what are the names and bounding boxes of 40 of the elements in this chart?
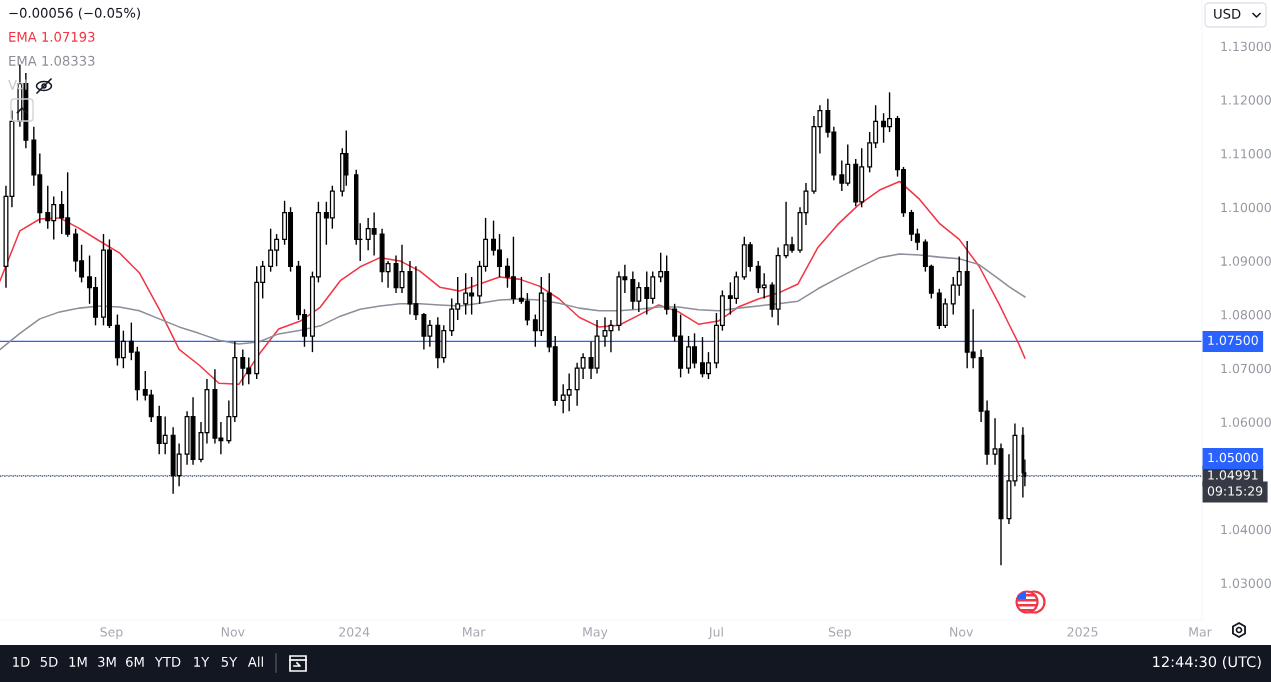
text: EMA 1.08333 <box>9 55 95 66</box>
y-tick-label: 1.10000 <box>1221 202 1271 213</box>
y-tick-label: 1.03000 <box>1221 578 1271 588</box>
x-tick-label: Nov <box>221 627 245 637</box>
text: 5D <box>40 657 58 667</box>
x-tick-label: 2024 <box>339 627 370 637</box>
y-tick-label: 1.04000 <box>1221 524 1271 535</box>
text: 09:15:29 <box>1207 486 1263 496</box>
x-tick-label: Sep <box>828 627 851 640</box>
text: 5Y <box>221 657 238 667</box>
line-series <box>0 253 1026 351</box>
y-tick-label: 1.07000 <box>1221 363 1271 374</box>
y-tick-label: 1.06000 <box>1221 417 1271 427</box>
annotation: −0.00056 (−0.05%) <box>9 7 140 20</box>
y-tick-label: 1.09000 <box>1221 256 1271 266</box>
x-tick-label: May <box>583 627 608 640</box>
ref-line-label: 1.04991 <box>1208 470 1258 480</box>
x-tick-label: Sep <box>100 627 123 640</box>
text: 3M <box>98 656 116 667</box>
text: 1D <box>13 657 30 667</box>
y-tick-label: 1.08000 <box>1221 310 1271 320</box>
text: USD <box>1214 8 1241 19</box>
text: All <box>247 656 263 667</box>
x-tick-label: Mar <box>463 627 486 637</box>
x-tick-label: Mar <box>1189 627 1212 637</box>
line-series <box>0 180 1026 386</box>
text: 1Y <box>194 657 210 667</box>
y-tick-label: 1.11000 <box>1221 149 1271 159</box>
y-tick-label: 1.12000 <box>1221 95 1271 105</box>
x-tick-label: Nov <box>950 627 974 637</box>
text: 12:44:30 (UTC) <box>1153 655 1261 669</box>
ref-line-label: 1.07500 <box>1208 335 1258 346</box>
text: 6M <box>126 656 144 667</box>
ref-line-label: 1.05000 <box>1208 452 1258 463</box>
text: 1M <box>69 657 87 667</box>
x-tick-label: 2025 <box>1067 627 1098 637</box>
text: YTD <box>154 657 181 667</box>
text: EMA 1.07193 <box>9 31 95 42</box>
y-tick-label: 1.13000 <box>1221 41 1271 52</box>
x-tick-label: Jul <box>708 626 723 639</box>
